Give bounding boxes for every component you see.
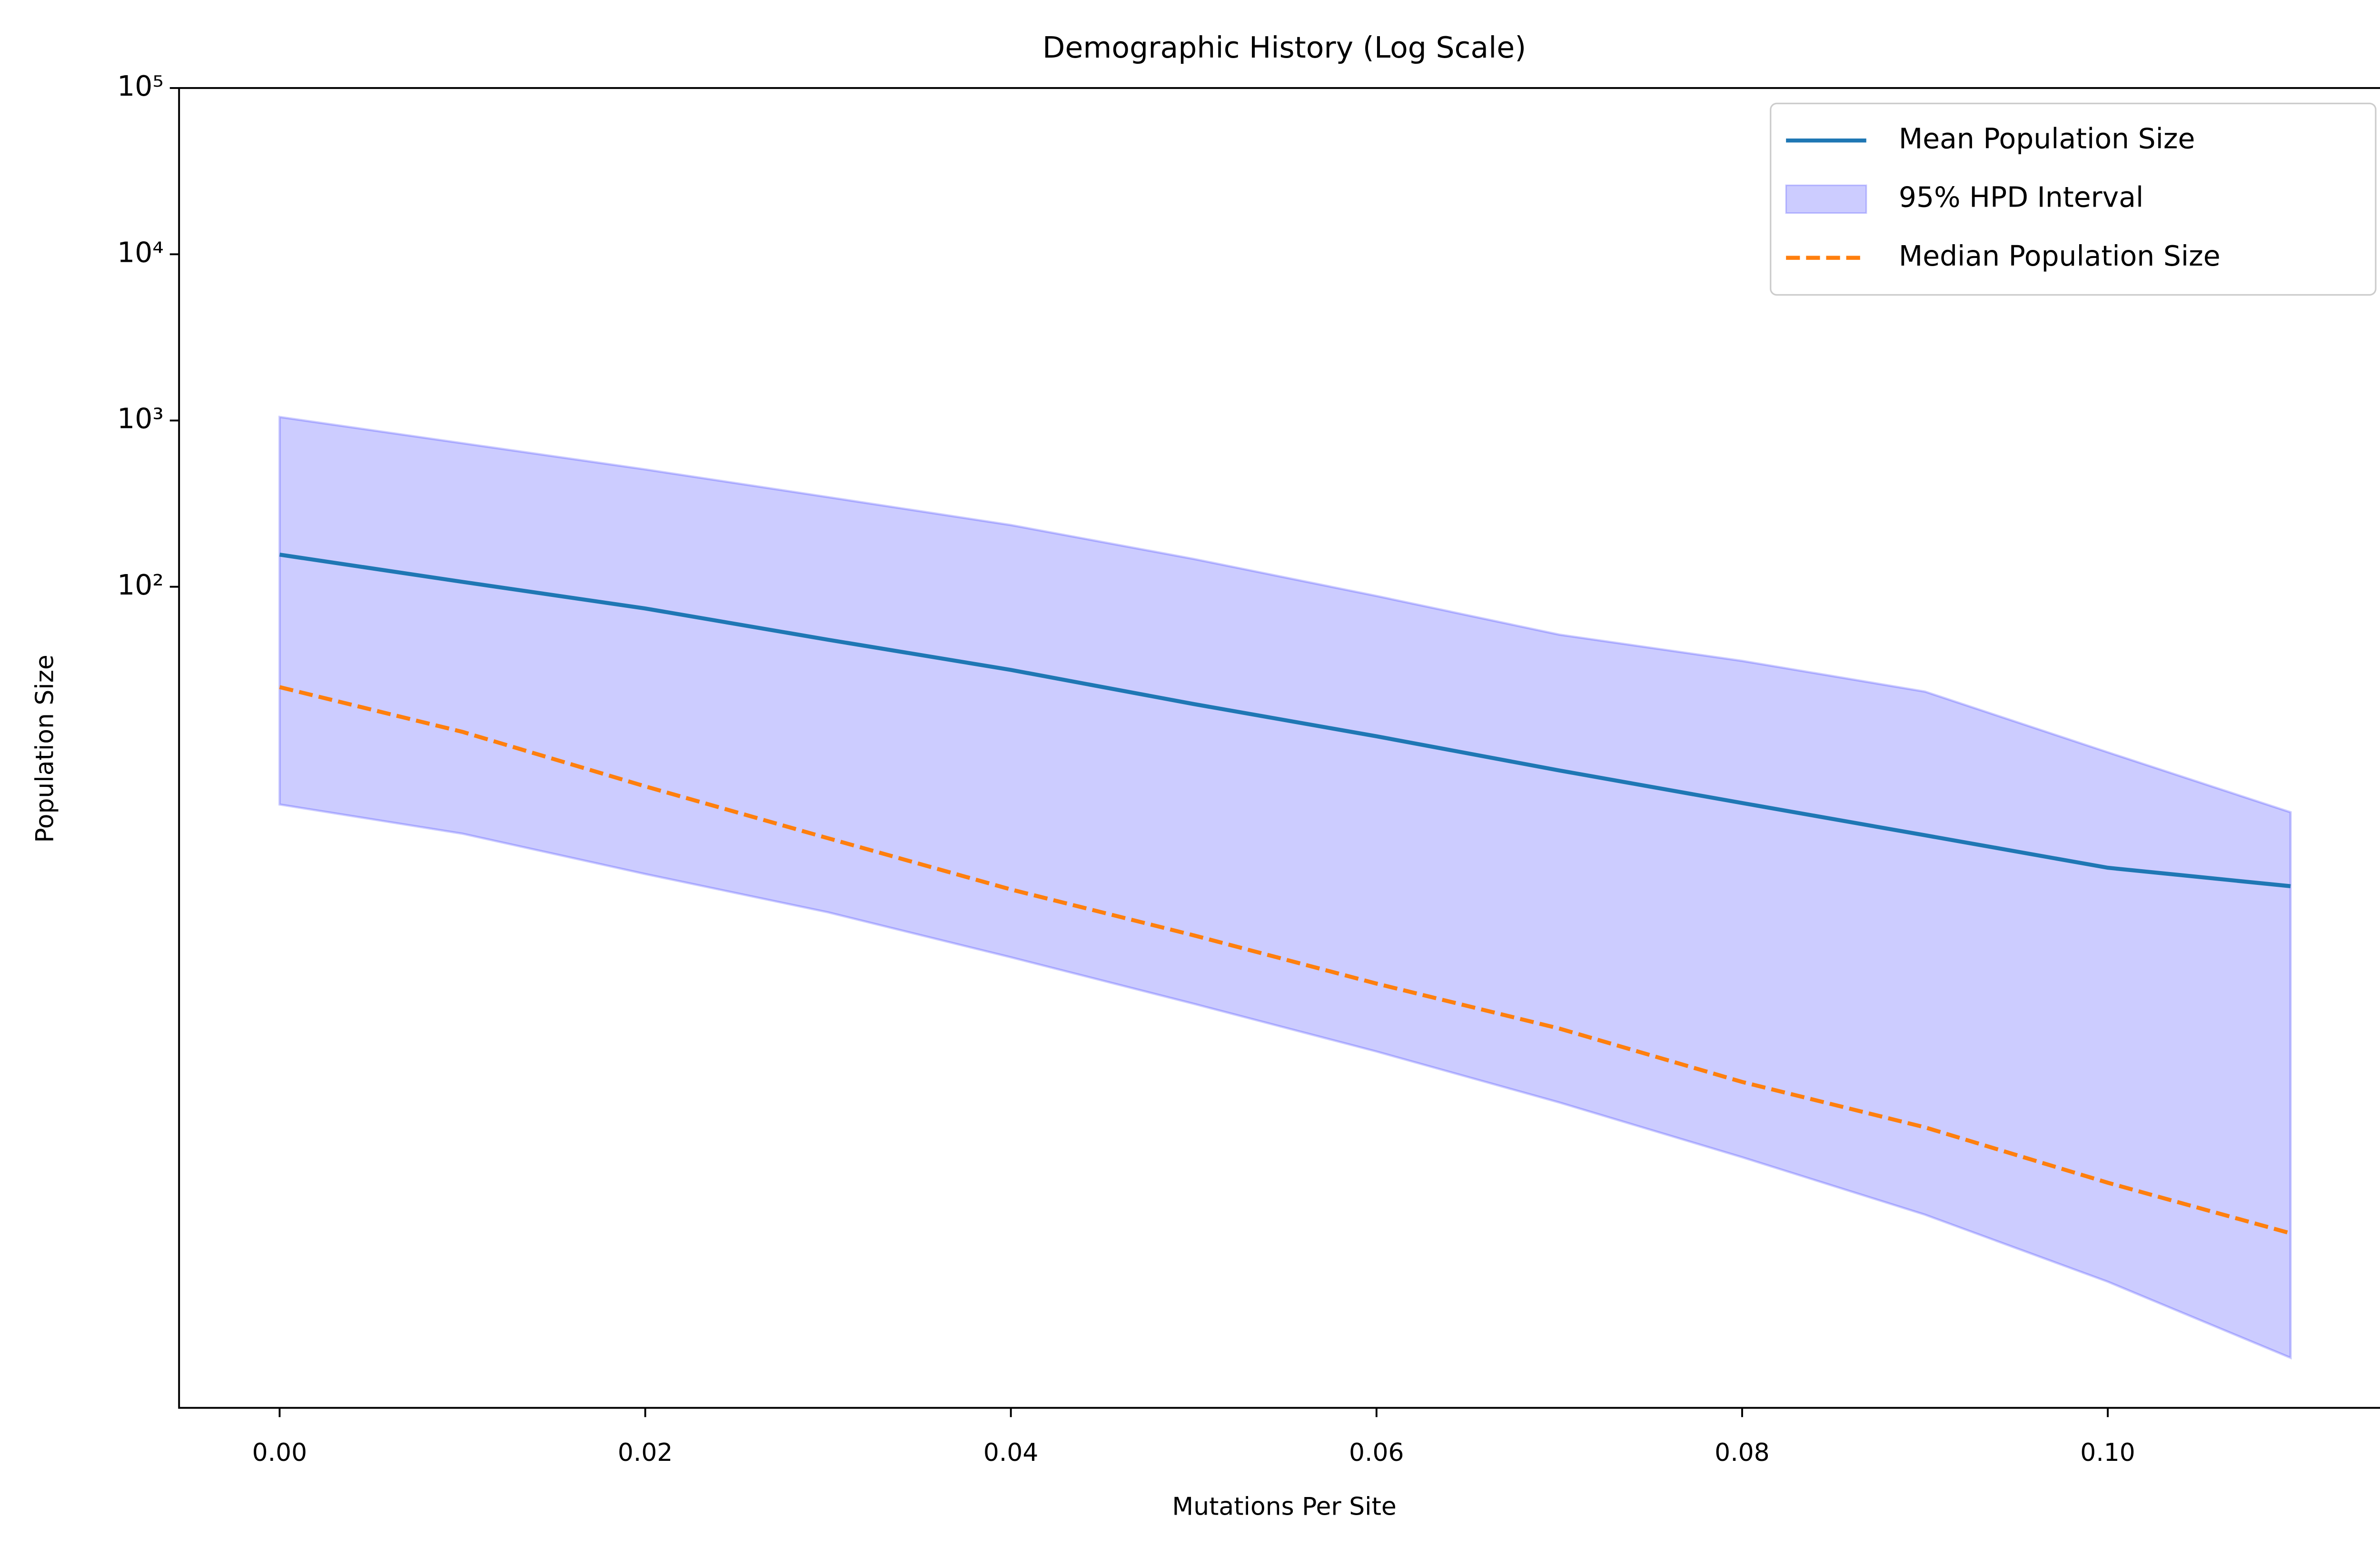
x-tick-label: 0.10 (2080, 1438, 2135, 1467)
x-tick-label: 0.02 (618, 1438, 673, 1467)
y-tick-label: 10⁴ (117, 236, 164, 268)
legend-box (1770, 102, 2377, 296)
x-tick-label: 0.04 (983, 1438, 1039, 1467)
legend-swatch (1785, 184, 1867, 214)
mean-line (279, 553, 2291, 888)
y-axis-label: Population Size (30, 655, 59, 843)
chart-title: Demographic History (Log Scale) (1042, 30, 1526, 65)
plot-frame (178, 87, 2380, 1409)
legend-label: Mean Population Size (1899, 122, 2195, 155)
x-axis-label: Mutations Per Site (1172, 1492, 1396, 1521)
y-tick-label: 10³ (117, 403, 164, 435)
median-line (279, 685, 2291, 1236)
y-tick-label: 10² (117, 569, 164, 601)
y-tick-label: 10⁵ (117, 70, 164, 102)
x-tick-label: 0.06 (1349, 1438, 1404, 1467)
legend-label: Median Population Size (1899, 240, 2221, 272)
legend-label: 95% HPD Interval (1899, 181, 2143, 214)
x-tick-label: 0.00 (252, 1438, 307, 1467)
x-tick-label: 0.08 (1715, 1438, 1770, 1467)
hpd-band (278, 416, 2292, 1360)
